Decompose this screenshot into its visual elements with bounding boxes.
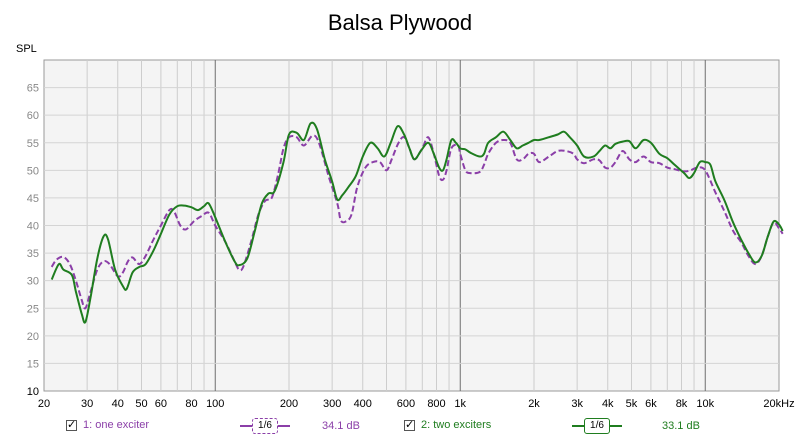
smoothing-label: 1/6 (252, 418, 278, 434)
line-style-icon (278, 425, 290, 427)
x-tick-label: 400 (354, 398, 372, 410)
y-tick-label: 30 (27, 276, 39, 288)
y-tick-label: 60 (27, 110, 39, 122)
y-tick-label: 65 (27, 83, 39, 95)
series-line-two-exciters (50, 121, 784, 324)
x-tick-label: 3k (571, 398, 583, 410)
y-tick-label: 25 (27, 303, 39, 315)
line-style-icon (572, 425, 584, 427)
chart-title: Balsa Plywood (328, 10, 472, 35)
x-tick-label: 4k (602, 398, 614, 410)
y-tick-label: 20 (27, 331, 39, 343)
spl-chart: Balsa Plywood SPL 10 15 20 25 30 35 40 45 50 55 60… (16, 10, 795, 410)
x-tick-label: 200 (280, 398, 298, 410)
level-readout-two-exciters: 33.1 dB (662, 420, 700, 432)
x-tick-labels: 20 30 40 50 60 80 100 200 300 400 600 800 1k 2k 3k 4k 5k… (38, 398, 795, 410)
x-tick-label: 30 (81, 398, 93, 410)
legend-label: 1: one exciter (83, 419, 150, 431)
x-tick-label: 100 (206, 398, 224, 410)
x-tick-label: 40 (112, 398, 124, 410)
smoothing-label: 1/6 (584, 418, 610, 434)
y-tick-label: 40 (27, 221, 39, 233)
line-style-icon (610, 425, 622, 427)
x-tick-label: 8k (676, 398, 688, 410)
x-tick-label: 5k (626, 398, 638, 410)
y-tick-label: 45 (27, 193, 39, 205)
line-style-icon (240, 425, 252, 427)
legend: 1: one exciter 1/6 34.1 dB 2: two excite… (0, 416, 800, 440)
grid (44, 60, 779, 391)
x-tick-label: 60 (155, 398, 167, 410)
legend-label: 2: two exciters (421, 419, 492, 431)
x-tick-label: 800 (427, 398, 445, 410)
x-tick-label: 10k (696, 398, 714, 410)
x-tick-label: 2k (528, 398, 540, 410)
y-tick-labels: 10 15 20 25 30 35 40 45 50 55 60 65 (27, 83, 39, 398)
level-readout-one-exciter: 34.1 dB (322, 420, 360, 432)
x-tick-label: 20 (38, 398, 50, 410)
legend-item-two-exciters[interactable]: 2: two exciters (404, 418, 492, 431)
legend-item-one-exciter[interactable]: 1: one exciter (66, 418, 150, 431)
smoothing-button-one-exciter[interactable]: 1/6 (240, 418, 290, 434)
x-tick-label: 1k (454, 398, 466, 410)
x-tick-label: 6k (645, 398, 657, 410)
y-tick-label: 10 (27, 386, 39, 398)
x-tick-label: 300 (323, 398, 341, 410)
y-axis-label: SPL (16, 43, 37, 55)
x-tick-label: 600 (397, 398, 415, 410)
y-tick-label: 50 (27, 165, 39, 177)
checkbox-icon[interactable] (404, 418, 415, 431)
x-tick-label: 20kHz (763, 398, 794, 410)
y-tick-label: 35 (27, 248, 39, 260)
series-lines (50, 121, 784, 324)
y-tick-label: 15 (27, 358, 39, 370)
checkbox-icon[interactable] (66, 418, 77, 431)
x-tick-label: 50 (135, 398, 147, 410)
x-tick-label: 80 (185, 398, 197, 410)
y-tick-label: 55 (27, 138, 39, 150)
smoothing-button-two-exciters[interactable]: 1/6 (572, 418, 622, 434)
